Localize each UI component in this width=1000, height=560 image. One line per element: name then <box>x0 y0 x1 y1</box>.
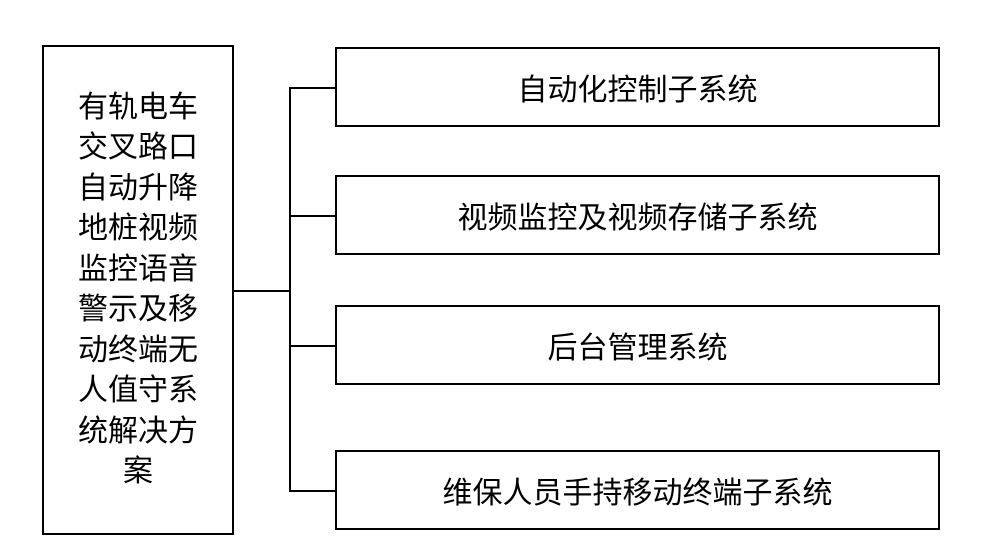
root-node-text-line: 动终端无 <box>78 331 198 372</box>
subsystem-label: 视频监控及视频存储子系统 <box>458 193 818 237</box>
subsystem-label: 后台管理系统 <box>548 323 728 367</box>
subsystem-label: 自动化控制子系统 <box>518 65 758 109</box>
root-node-text-line: 案 <box>123 452 153 493</box>
subsystem-box-1: 自动化控制子系统 <box>335 47 940 127</box>
root-node-text-line: 人值守系 <box>78 371 198 412</box>
root-node-box: 有轨电车交叉路口自动升降地桩视频监控语音警示及移动终端无人值守系统解决方案 <box>42 45 234 535</box>
subsystem-label: 维保人员手持移动终端子系统 <box>443 468 833 512</box>
root-node-text-line: 自动升降 <box>78 169 198 210</box>
root-node-text-line: 交叉路口 <box>78 128 198 169</box>
root-node-text-line: 统解决方 <box>78 412 198 453</box>
subsystem-box-2: 视频监控及视频存储子系统 <box>335 175 940 255</box>
root-node-text-line: 监控语音 <box>78 250 198 291</box>
subsystem-box-3: 后台管理系统 <box>335 305 940 385</box>
root-node-text-line: 有轨电车 <box>78 88 198 129</box>
root-node-text-line: 地桩视频 <box>78 209 198 250</box>
root-node-text-line: 警示及移 <box>78 290 198 331</box>
subsystem-box-4: 维保人员手持移动终端子系统 <box>335 450 940 530</box>
